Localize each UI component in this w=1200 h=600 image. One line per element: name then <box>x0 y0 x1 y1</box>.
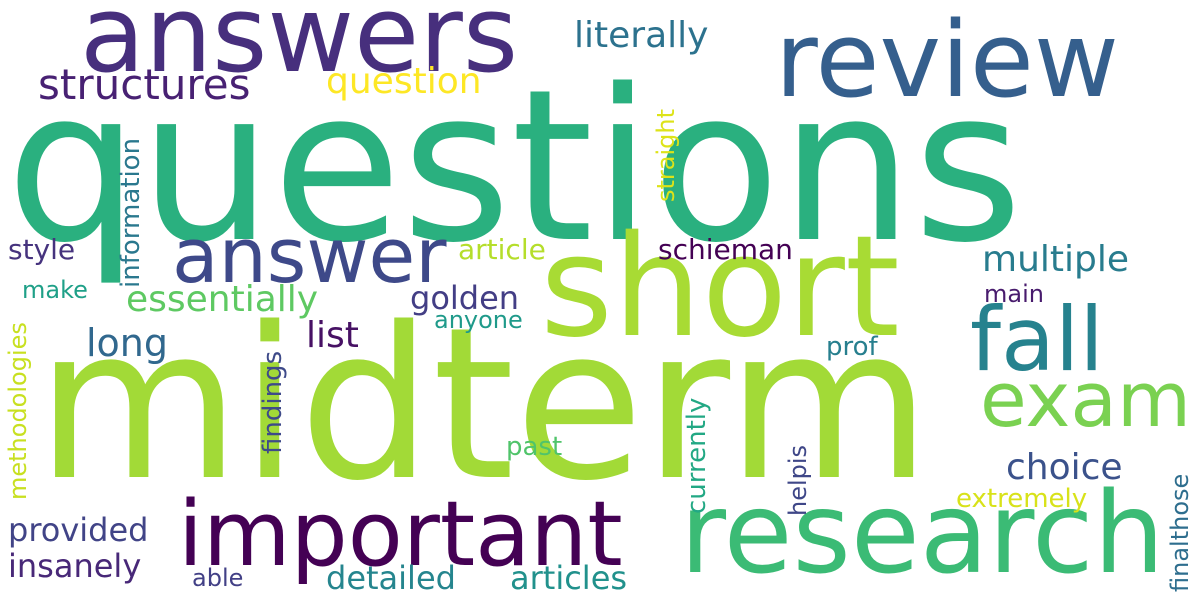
word-insanely: insanely <box>8 547 142 585</box>
word-long: long <box>86 321 169 365</box>
word-helpis: helpis <box>784 444 812 516</box>
word-fall: fall <box>970 288 1104 391</box>
word-choice: choice <box>1006 447 1123 488</box>
word-detailed: detailed <box>326 559 456 597</box>
word-list: list <box>306 315 359 356</box>
word-finalthose: finalthose <box>1166 473 1194 592</box>
word-methodologies: methodologies <box>4 322 32 500</box>
word-question: question <box>326 61 482 102</box>
word-main: main <box>984 280 1044 308</box>
word-answer: answer <box>172 211 447 300</box>
word-articles: articles <box>510 559 628 597</box>
word-article: article <box>458 233 546 266</box>
word-style: style <box>8 233 76 266</box>
word-extremely: extremely <box>956 484 1088 514</box>
word-exam: exam <box>980 355 1192 444</box>
word-able: able <box>192 564 244 592</box>
word-prof: prof <box>826 332 878 362</box>
word-answers: answers <box>80 0 519 96</box>
word-currently: currently <box>682 397 712 514</box>
word-midterm: midterm <box>36 282 931 527</box>
word-make: make <box>22 276 88 304</box>
word-golden: golden <box>410 279 520 317</box>
word-short: short <box>540 206 900 369</box>
word-provided: provided <box>8 511 149 549</box>
word-information: information <box>116 137 146 288</box>
word-anyone: anyone <box>434 306 523 334</box>
word-essentially: essentially <box>126 279 319 320</box>
word-findings: findings <box>258 350 288 454</box>
word-structures: structures <box>38 60 251 109</box>
word-straight: straight <box>652 108 680 202</box>
word-important: important <box>178 482 623 587</box>
word-multiple: multiple <box>982 239 1130 280</box>
word-past: past <box>506 432 563 462</box>
word-schieman: schieman <box>658 233 793 266</box>
word-questions: questions <box>6 44 1023 289</box>
word-review: review <box>775 0 1119 121</box>
word-research: research <box>680 469 1165 599</box>
word-literally: literally <box>574 15 709 56</box>
